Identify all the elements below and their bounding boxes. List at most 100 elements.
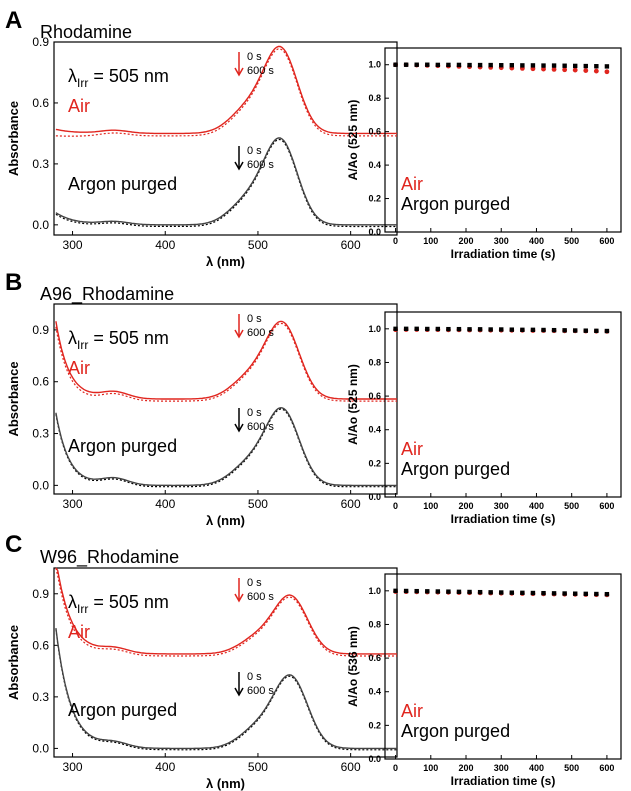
- x-tick-label: 400: [155, 760, 175, 774]
- argon-data-point: [520, 327, 525, 333]
- air-data-point: [572, 67, 578, 73]
- argon-data-point: [467, 62, 472, 68]
- argon-data-point: [477, 62, 483, 68]
- argon-data-point: [530, 63, 536, 68]
- argon-data-point: [583, 591, 588, 597]
- argon-data-point: [562, 328, 567, 333]
- argon-arrowhead-icon: [234, 161, 244, 171]
- air-data-point: [551, 67, 557, 72]
- x-tick-label: 500: [248, 760, 268, 774]
- panel-letter: A: [5, 7, 22, 34]
- argon-data-point: [573, 591, 578, 596]
- y-tick-label: 0.2: [368, 458, 381, 468]
- panel-title: W96_Rhodamine: [40, 547, 179, 568]
- y-tick-label: 1.0: [368, 324, 381, 334]
- time-trace-chart: 0 100 200 300 400 500 600 0.0 0.2 0.4 0.6 0.8 1.0 Irr…: [346, 573, 622, 788]
- y-tick-label: 0.3: [32, 427, 49, 441]
- argon-data-point: [435, 589, 441, 594]
- argon-data-point: [403, 62, 409, 67]
- argon-data-point: [435, 326, 441, 332]
- x-tick-label: 100: [423, 236, 438, 246]
- x-tick-label: 0: [393, 501, 398, 511]
- argon-data-point: [488, 590, 493, 595]
- argon-data-point: [403, 588, 409, 594]
- y-axis-label: A/Ao (525 nm): [346, 100, 360, 181]
- y-tick-label: 0.0: [368, 492, 381, 502]
- legend-argon: Argon purged: [401, 721, 510, 741]
- argon-data-point: [520, 63, 525, 68]
- argon-data-point: [509, 327, 515, 332]
- y-tick-label: 0.6: [32, 96, 49, 110]
- y-tick-label: 0.0: [368, 754, 381, 764]
- air-time-end: 600 s: [247, 327, 274, 339]
- y-tick-label: 0.6: [32, 638, 49, 652]
- spectrum-frame: [53, 41, 398, 236]
- irradiation-wavelength-label: λIrr = 505 nm: [68, 328, 169, 352]
- x-tick-label: 300: [63, 238, 83, 252]
- x-tick-label: 600: [599, 236, 614, 246]
- argon-data-point: [551, 63, 557, 68]
- y-tick-label: 0.0: [32, 478, 49, 492]
- y-tick-label: 0.8: [368, 93, 381, 103]
- x-tick-label: 300: [494, 236, 509, 246]
- air-time-start: 0 s: [247, 313, 262, 325]
- argon-data-point: [562, 591, 567, 596]
- y-tick-label: 0.2: [368, 194, 381, 204]
- air-arrowhead-icon: [234, 329, 244, 339]
- legend-argon: Argon purged: [401, 459, 510, 479]
- spectrum-chart: 300 400 500 600 0.0 0.3 0.6 0.9 λ (nm) Absorbance…: [6, 35, 398, 269]
- argon-data-point: [488, 62, 493, 68]
- argon-data-point: [551, 327, 557, 333]
- y-axis-label: A/Ao (536 nm): [346, 626, 360, 707]
- legend-air: Air: [401, 701, 423, 721]
- air-time-end: 600 s: [247, 591, 274, 603]
- spectrum-chart: 300 400 500 600 0.0 0.3 0.6 0.9 λ (nm) Absorbance…: [6, 303, 398, 528]
- x-tick-label: 600: [599, 763, 614, 773]
- argon-data-point: [594, 64, 599, 69]
- x-tick-label: 600: [599, 501, 614, 511]
- argon-spectrum-label: Argon purged: [68, 436, 177, 456]
- argon-spectrum-label: Argon purged: [68, 700, 177, 720]
- y-tick-label: 1.0: [368, 60, 381, 70]
- panel-c: C W96_Rhodamine 300 400 500 600 0.0 0.3 0.6 0.9 λ …: [5, 531, 622, 791]
- air-spectrum-label: Air: [68, 358, 90, 378]
- irradiation-wavelength-label: λIrr = 505 nm: [68, 66, 169, 90]
- y-tick-label: 0.8: [368, 619, 381, 629]
- argon-data-point: [509, 63, 515, 68]
- argon-data-point: [456, 589, 462, 595]
- x-tick-label: 300: [494, 763, 509, 773]
- x-tick-label: 500: [564, 236, 579, 246]
- argon-data-point: [477, 327, 483, 332]
- x-tick-label: 300: [63, 760, 83, 774]
- panel-b: B A96_Rhodamine 300 400 500 600 0.0 0.3 0.6 0.9 λ …: [5, 269, 622, 528]
- argon-data-point: [403, 326, 409, 332]
- time-trace-chart: 0 100 200 300 400 500 600 0.0 0.2 0.4 0.6 0.8 1.0 Irr…: [346, 47, 622, 261]
- x-tick-label: 500: [564, 501, 579, 511]
- argon-data-point: [530, 327, 536, 333]
- argon-time-end: 600 s: [247, 421, 274, 433]
- argon-arrowhead-icon: [234, 687, 244, 697]
- air-spectrum-0s: [55, 45, 397, 135]
- x-tick-label: 600: [341, 238, 361, 252]
- y-tick-label: 0.6: [368, 653, 381, 663]
- x-tick-label: 400: [529, 236, 544, 246]
- x-tick-label: 300: [494, 501, 509, 511]
- argon-data-point: [604, 64, 610, 69]
- argon-data-point: [551, 591, 557, 596]
- argon-time-start: 0 s: [247, 407, 262, 419]
- y-axis-label: Absorbance: [6, 625, 21, 700]
- x-axis-label: Irradiation time (s): [451, 512, 556, 526]
- y-tick-label: 0.6: [368, 391, 381, 401]
- y-tick-label: 0.4: [368, 687, 381, 697]
- argon-data-point: [520, 590, 525, 596]
- panel-title: Rhodamine: [40, 22, 132, 42]
- air-time-end: 600 s: [247, 65, 274, 77]
- argon-data-point: [425, 589, 430, 594]
- panel-letter: B: [5, 269, 22, 296]
- y-tick-label: 0.3: [32, 690, 49, 704]
- panel-title: A96_Rhodamine: [40, 284, 174, 305]
- argon-data-point: [456, 326, 462, 332]
- x-tick-label: 100: [423, 501, 438, 511]
- argon-spectrum-label: Argon purged: [68, 174, 177, 194]
